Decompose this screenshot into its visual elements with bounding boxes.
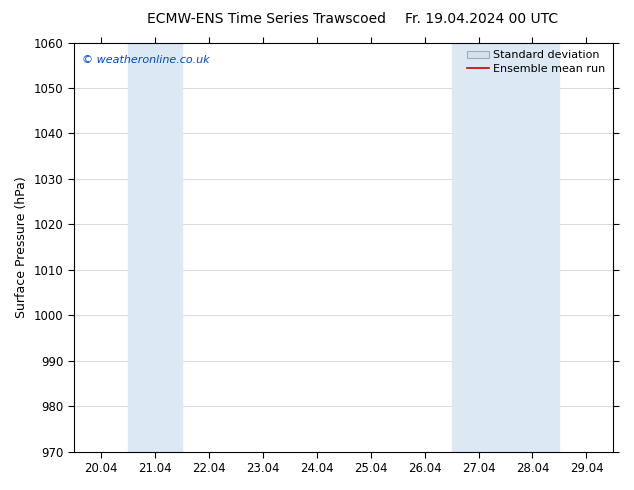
Y-axis label: Surface Pressure (hPa): Surface Pressure (hPa) [15,176,28,318]
Bar [451,43,559,452]
Text: Fr. 19.04.2024 00 UTC: Fr. 19.04.2024 00 UTC [405,12,559,26]
Legend: Standard deviation, Ensemble mean run: Standard deviation, Ensemble mean run [465,48,608,76]
Text: © weatheronline.co.uk: © weatheronline.co.uk [82,55,209,65]
Bar [127,43,182,452]
Text: ECMW-ENS Time Series Trawscoed: ECMW-ENS Time Series Trawscoed [147,12,385,26]
